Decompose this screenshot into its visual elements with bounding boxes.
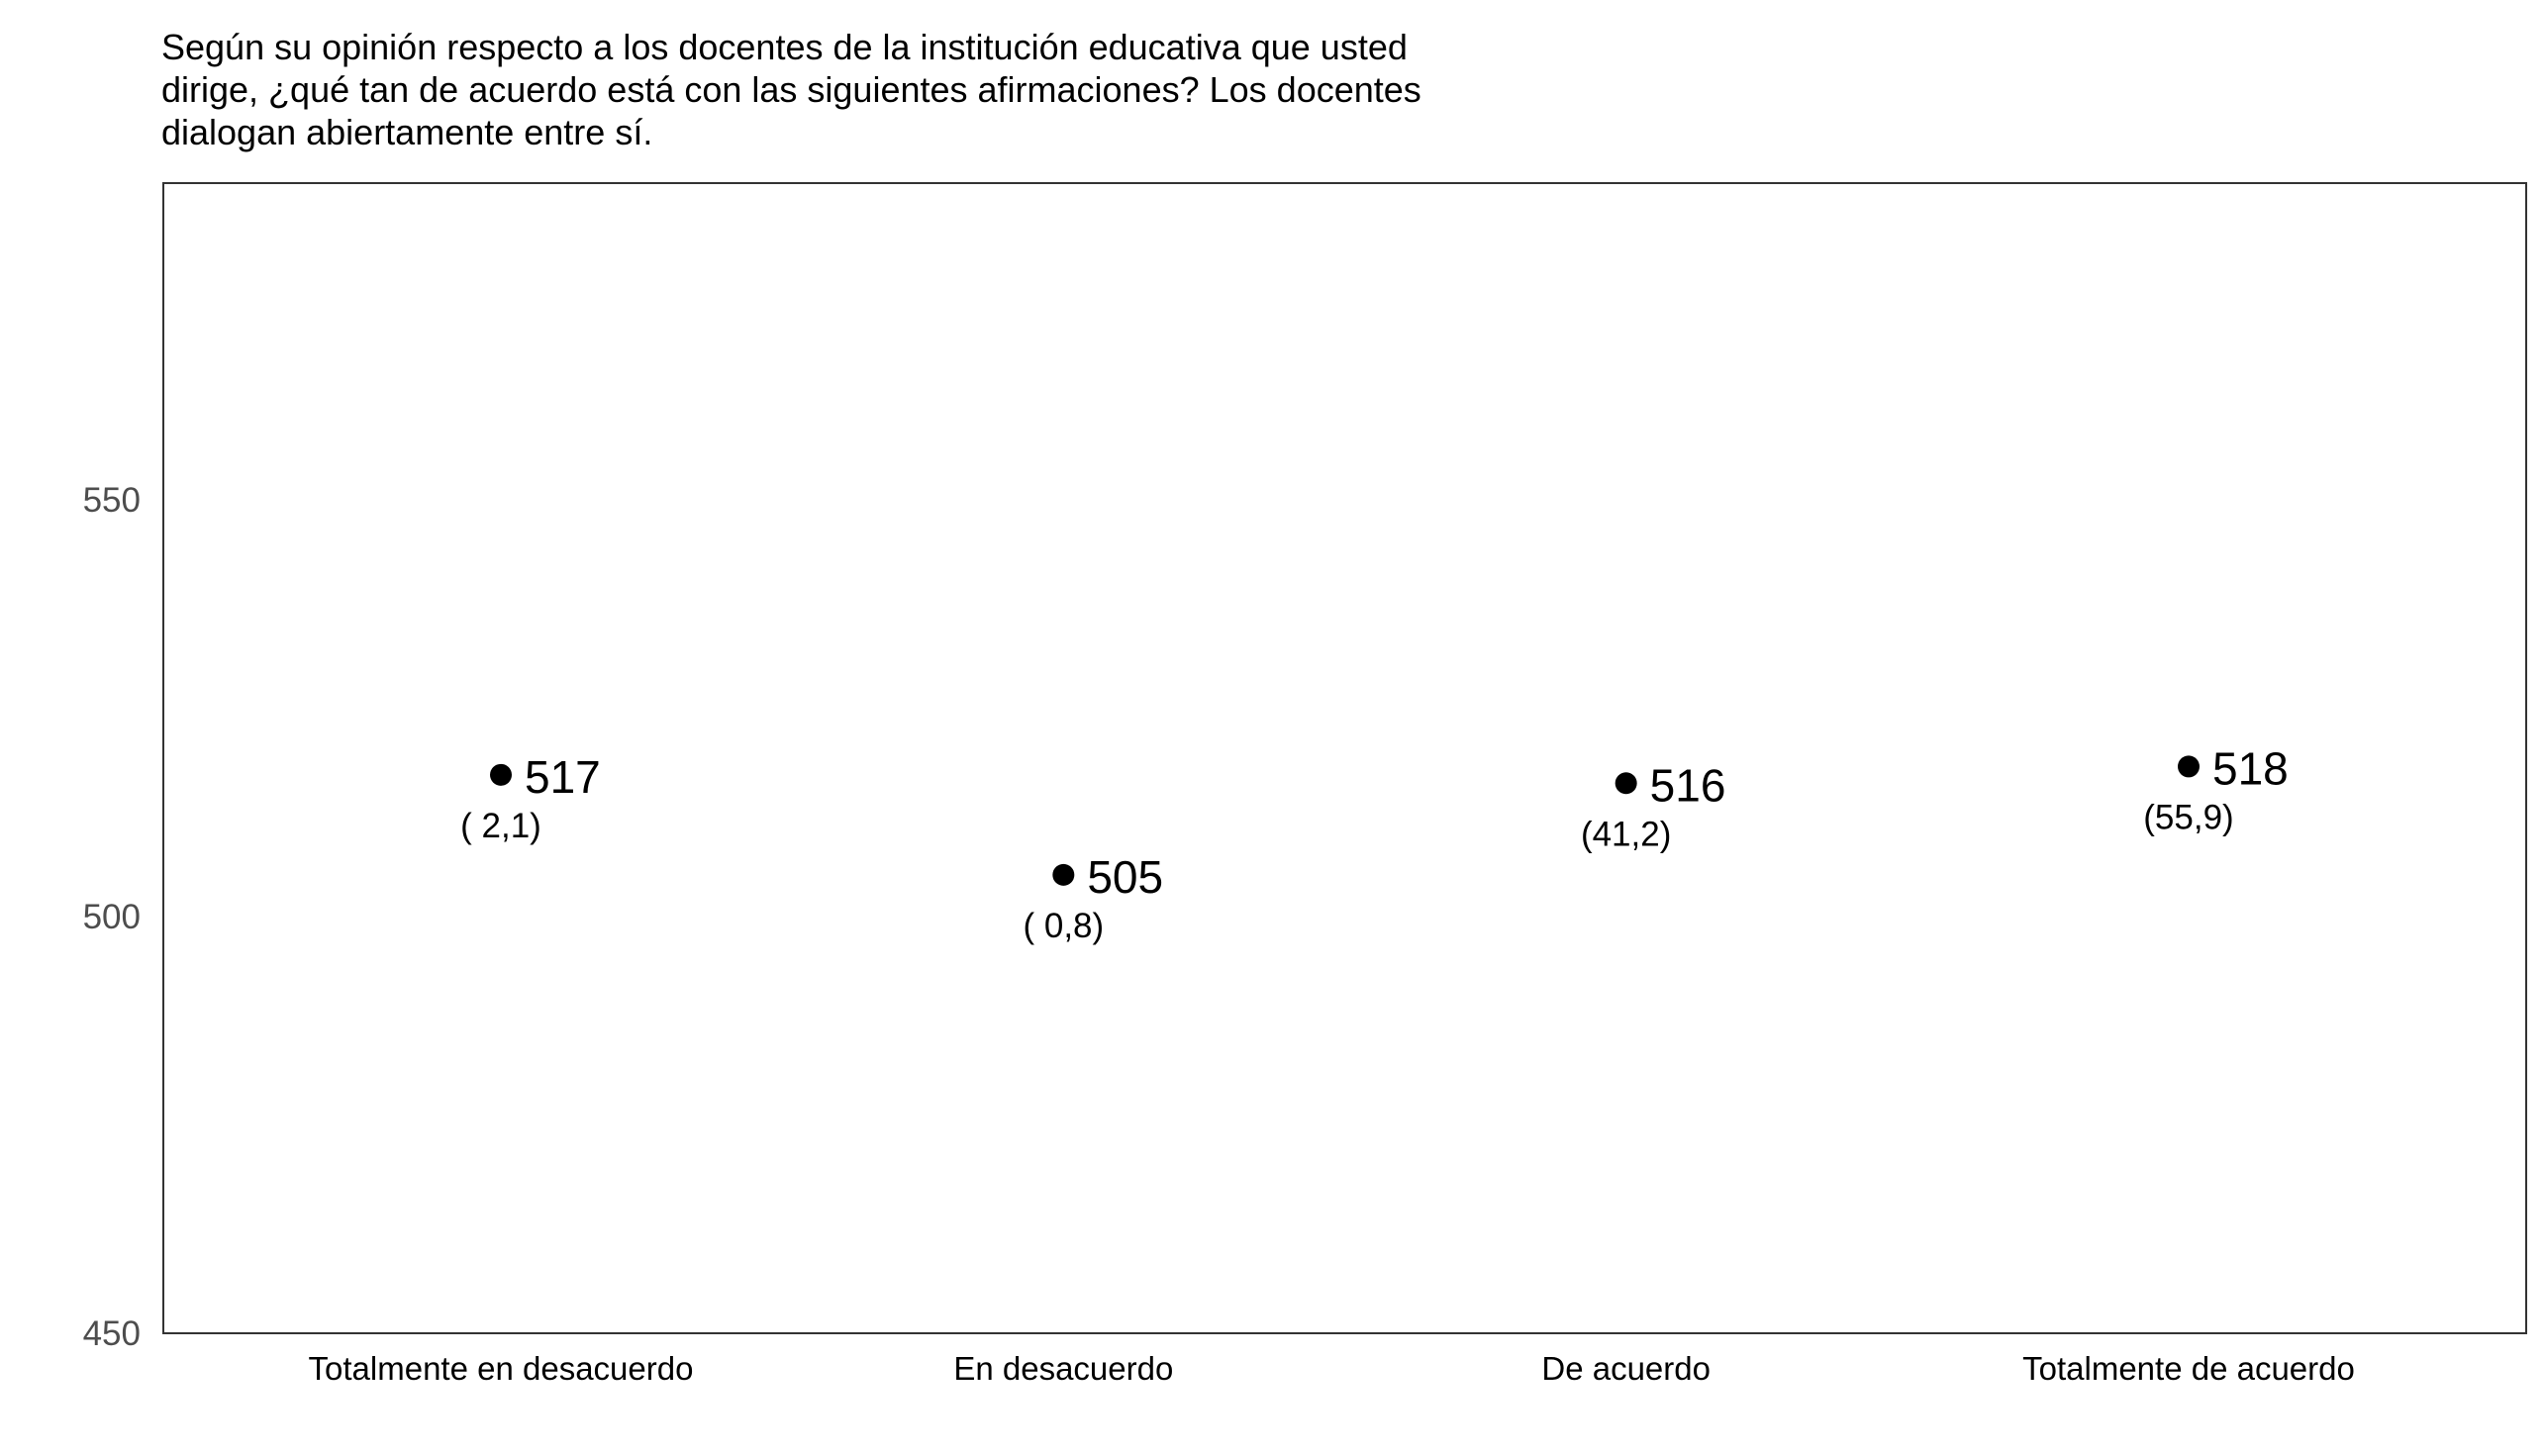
plot-frame [162, 182, 2527, 1334]
y-tick-label: 500 [83, 898, 141, 936]
y-tick-label: 450 [83, 1314, 141, 1353]
chart-title-line: Según su opinión respecto a los docentes… [161, 27, 1408, 67]
chart-title-line: dirige, ¿qué tan de acuerdo está con las… [161, 69, 1421, 110]
x-tick-label: En desacuerdo [953, 1350, 1173, 1387]
data-value-label: 518 [2212, 742, 2289, 794]
data-point [1052, 863, 1075, 886]
x-tick-label: Totalmente de acuerdo [2022, 1350, 2355, 1387]
data-value-label: 516 [1650, 759, 1726, 811]
data-value-label: 517 [525, 751, 601, 803]
chart-title-line: dialogan abiertamente entre sí. [161, 112, 653, 152]
data-percent-label: ( 2,1) [460, 807, 541, 845]
chart-title: Según su opinión respecto a los docentes… [161, 26, 1646, 153]
data-point [2178, 755, 2200, 778]
data-percent-label: (41,2) [1581, 815, 1671, 853]
data-percent-label: (55,9) [2143, 798, 2233, 836]
data-point [1615, 772, 1637, 795]
data-point [490, 763, 512, 786]
x-tick-label: Totalmente en desacuerdo [309, 1350, 694, 1387]
x-tick-label: De acuerdo [1541, 1350, 1711, 1387]
data-value-label: 505 [1087, 851, 1163, 903]
y-tick-label: 550 [83, 481, 141, 520]
data-percent-label: ( 0,8) [1023, 907, 1104, 945]
